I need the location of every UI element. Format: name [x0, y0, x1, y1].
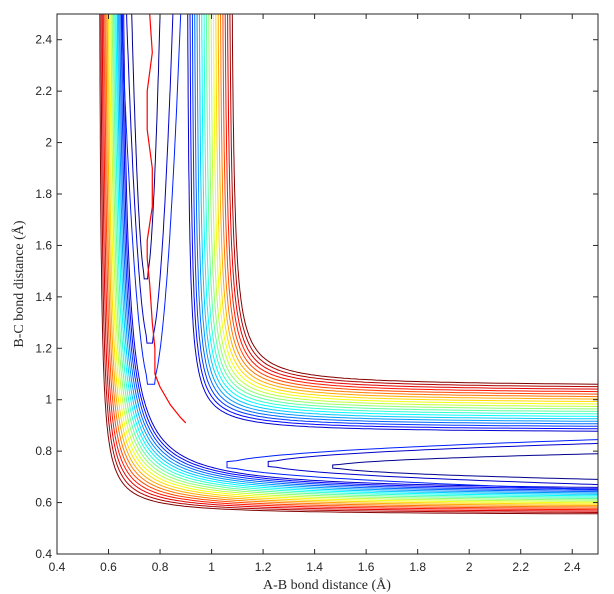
- contour-outer-level-8: [205, 13, 599, 412]
- contour-inner-level-18: [100, 14, 599, 513]
- y-tick-label: 2.2: [35, 84, 52, 98]
- contour-inner-level-6: [115, 13, 599, 497]
- contour-inner-level-0: [123, 13, 599, 488]
- x-tick-label: 2.4: [564, 560, 581, 574]
- contour-outer-level-4: [196, 14, 598, 422]
- x-axis-ticks: 0.4 0.6 0.8 1 1.2 1.4 1.6 1.8 2 2.2 2.4: [49, 14, 581, 574]
- contour-outer-level-0: [187, 13, 599, 432]
- contour-inner-level-16: [103, 14, 599, 511]
- contour-outer-level-15: [222, 13, 599, 395]
- contour-inner-level-3: [119, 13, 599, 493]
- contour-outer-level-7: [203, 13, 599, 415]
- x-tick-label: 1.6: [358, 560, 375, 574]
- contour-outer-level-9: [208, 13, 598, 410]
- y-tick-label: 1: [45, 393, 52, 407]
- x-tick-label: 1.2: [255, 560, 272, 574]
- contour-inner-level-8: [113, 13, 599, 500]
- x-tick-label: 0.8: [152, 560, 169, 574]
- contour-outer-level-11: [213, 13, 599, 405]
- y-axis-ticks: 0.4 0.6 0.8 1 1.2 1.4 1.6 1.8 2 2.2 2.4: [35, 33, 598, 561]
- y-tick-label: 1.8: [35, 187, 52, 201]
- x-tick-label: 0.6: [100, 560, 117, 574]
- contour-inner-level-17: [101, 13, 599, 512]
- y-tick-label: 2.4: [35, 33, 52, 47]
- contour-outer-level-2: [191, 13, 599, 427]
- contour-inner-level-5: [116, 13, 599, 495]
- contour-inner-level-15: [104, 13, 599, 509]
- contour-inner-level-12: [108, 13, 598, 505]
- contour-outer-level-19: [231, 13, 599, 385]
- entrance-tongue-contour-1: [126, 13, 174, 344]
- contour-inner-level-4: [118, 13, 599, 494]
- y-tick-label: 0.4: [35, 547, 52, 561]
- valley-tongue-contours: [120, 13, 599, 491]
- x-tick-label: 2.2: [512, 560, 529, 574]
- x-tick-label: 2: [466, 560, 473, 574]
- contour-outer-level-5: [198, 13, 598, 420]
- x-tick-label: 0.4: [49, 560, 66, 574]
- trajectory-line: [146, 13, 187, 424]
- y-tick-label: 0.6: [35, 496, 52, 510]
- x-tick-label: 1: [208, 560, 215, 574]
- entrance-tongue-contour-0: [131, 13, 161, 280]
- exit-tongue-contour-0: [332, 453, 599, 480]
- contour-outer-level-3: [194, 13, 599, 425]
- entrance-tongue-contour-2: [120, 13, 182, 385]
- contour-outer-level-17: [227, 13, 599, 390]
- contour-inner-level-9: [111, 13, 599, 501]
- plot-frame: [56, 13, 599, 555]
- contour-inner-level-13: [106, 13, 599, 506]
- contour-inner-level-1: [121, 13, 599, 490]
- contour-inner-level-19: [99, 13, 598, 515]
- exit-tongue-contour-1: [267, 442, 599, 486]
- y-tick-label: 0.8: [35, 444, 52, 458]
- contour-outer-level-12: [215, 13, 599, 402]
- contour-outer-level-10: [210, 13, 599, 407]
- y-tick-label: 2: [45, 136, 52, 150]
- y-tick-label: 1.4: [35, 290, 52, 304]
- contour-outer-level-6: [201, 14, 599, 417]
- contour-inner-level-14: [105, 14, 599, 508]
- contour-outer-level-14: [220, 13, 599, 398]
- contour-inner-level-10: [110, 13, 599, 502]
- contour-inner-level-7: [114, 13, 599, 498]
- contour-outer-level-18: [229, 13, 598, 388]
- x-axis-label: A-B bond distance (Å): [263, 577, 391, 593]
- exit-tongue-contour-2: [226, 439, 599, 491]
- y-tick-label: 1.2: [35, 341, 52, 355]
- contour-inner-level-11: [109, 13, 599, 504]
- x-tick-label: 1.8: [409, 560, 426, 574]
- y-axis-label: B-C bond distance (Å): [11, 220, 27, 347]
- y-tick-label: 1.6: [35, 238, 52, 252]
- contour-outer-level-1: [189, 13, 598, 430]
- x-tick-label: 1.4: [306, 560, 323, 574]
- contour-lines: [99, 13, 599, 515]
- contour-outer-level-13: [217, 13, 598, 400]
- contour-outer-level-16: [224, 13, 599, 393]
- contour-inner-level-2: [120, 13, 599, 491]
